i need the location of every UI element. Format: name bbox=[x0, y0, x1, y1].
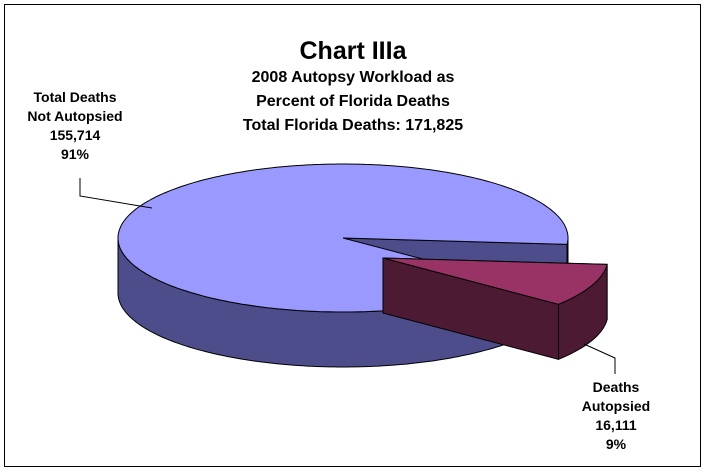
pie-slice bbox=[382, 257, 608, 361]
slice-top bbox=[382, 257, 608, 305]
slice-label: Total Deaths Not Autopsied 155,714 91% bbox=[20, 88, 130, 164]
percent-label: 91% bbox=[60, 146, 90, 162]
percent-label: 9% bbox=[605, 436, 627, 452]
leader-line bbox=[79, 178, 153, 209]
subtitle-line: 2008 Autopsy Workload as bbox=[251, 69, 455, 86]
value-label: 16,111 bbox=[595, 417, 637, 433]
slice-label: Deaths Autopsied 16,111 9% bbox=[578, 378, 654, 454]
chart-title: Chart IIIa bbox=[299, 37, 407, 65]
subtitle-line: Percent of Florida Deaths bbox=[256, 93, 450, 110]
category-label: Deaths Autopsied bbox=[581, 379, 651, 414]
leader-line bbox=[583, 343, 616, 374]
value-label: 155,714 bbox=[49, 127, 101, 143]
category-label: Total Deaths Not Autopsied bbox=[27, 89, 123, 124]
title-block: Chart IIIa 2008 Autopsy Workload as Perc… bbox=[0, 36, 706, 138]
subtitle-line: Total Florida Deaths: 171,825 bbox=[242, 117, 464, 134]
